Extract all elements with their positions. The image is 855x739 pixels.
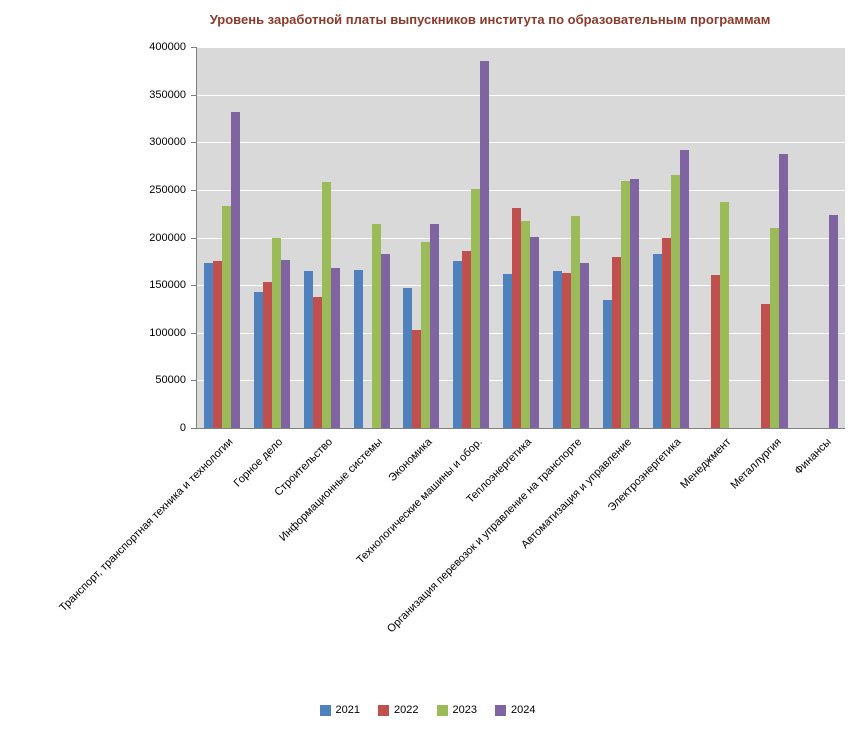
bar-2023-11 — [770, 228, 780, 428]
bar-2024-1 — [280, 260, 290, 428]
legend-swatch-2024 — [494, 704, 506, 716]
legend-label-2022: 2022 — [394, 704, 419, 716]
bar-2021-8 — [602, 300, 612, 428]
legend-item-2023: 2023 — [436, 704, 477, 716]
bar-2024-8 — [629, 179, 639, 428]
legend: 2021 2022 2023 2024 — [0, 704, 855, 716]
bar-2022-5 — [462, 250, 472, 428]
bar-2022-4 — [412, 329, 422, 428]
y-axis-label-250000: 250000 — [149, 184, 186, 196]
bar-2024-6 — [530, 236, 539, 428]
bar-2024-5 — [480, 61, 490, 428]
y-axis-label-100000: 100000 — [149, 327, 186, 339]
y-axis-tick — [191, 95, 196, 96]
gridline-300000 — [197, 142, 845, 143]
plot-area — [197, 47, 845, 428]
bar-2022-0 — [212, 261, 222, 428]
bar-2022-1 — [262, 282, 272, 428]
y-axis-label-200000: 200000 — [149, 232, 186, 244]
gridline-400000 — [197, 47, 845, 48]
bar-2021-4 — [403, 288, 413, 428]
legend-item-2024: 2024 — [494, 704, 536, 716]
y-axis-tick — [191, 142, 196, 143]
x-axis-label-11: Металлургия — [728, 436, 784, 492]
bar-2023-0 — [221, 206, 231, 428]
legend-swatch-2022 — [378, 704, 390, 716]
x-axis-label-1: Горное дело — [231, 436, 286, 490]
bar-2023-3 — [371, 224, 381, 428]
legend-item-2022: 2022 — [378, 704, 419, 716]
bar-2023-9 — [670, 174, 680, 428]
legend-label-2024: 2024 — [510, 704, 536, 716]
y-axis-tick — [191, 190, 196, 191]
bar-2021-6 — [503, 273, 512, 428]
bar-2024-12 — [829, 214, 839, 428]
legend-swatch-2023 — [436, 704, 448, 716]
y-axis-tick — [191, 333, 196, 334]
bar-2021-2 — [303, 270, 313, 428]
bar-2021-7 — [552, 270, 562, 428]
bar-2023-5 — [471, 188, 481, 428]
bar-2021-9 — [652, 253, 662, 428]
x-axis-line — [196, 428, 845, 429]
x-axis-label-0: Транспорт, транспортная техника и технол… — [57, 436, 236, 615]
bar-2021-1 — [253, 291, 263, 428]
x-axis-label-10: Менеджмент — [678, 436, 734, 492]
x-axis-label-4: Экономика — [386, 436, 435, 485]
bar-2023-2 — [321, 182, 331, 428]
y-axis-tick — [191, 428, 196, 429]
bar-2023-4 — [421, 242, 431, 428]
bar-2023-6 — [521, 221, 530, 428]
bar-2024-11 — [779, 153, 789, 428]
gridline-350000 — [197, 95, 845, 96]
y-axis-tick — [191, 285, 196, 286]
y-axis-label-0: 0 — [179, 422, 186, 434]
chart-title: Уровень заработной платы выпускников инс… — [209, 12, 771, 27]
legend-label-2023: 2023 — [452, 704, 477, 716]
bar-2023-8 — [620, 181, 630, 428]
bar-2023-7 — [570, 215, 580, 428]
bar-2021-0 — [203, 263, 213, 428]
bar-2024-4 — [430, 224, 440, 428]
bar-2022-6 — [512, 208, 521, 428]
y-axis-tick — [191, 238, 196, 239]
legend-item-2021: 2021 — [319, 704, 361, 716]
bar-2024-7 — [579, 263, 589, 428]
y-axis-tick — [191, 47, 196, 48]
y-axis-line — [196, 47, 197, 429]
gridline-250000 — [197, 190, 845, 191]
x-axis-label-12: Финансы — [792, 436, 834, 478]
bar-2022-11 — [761, 304, 771, 428]
bar-2021-3 — [353, 269, 363, 428]
bar-2022-2 — [312, 296, 322, 428]
bar-2023-10 — [720, 202, 730, 428]
y-axis-label-350000: 350000 — [149, 89, 186, 101]
legend-label-2021: 2021 — [335, 704, 361, 716]
x-axis-label-7: Организация перевозок и управление на тр… — [385, 436, 585, 636]
bar-2022-7 — [561, 272, 571, 428]
bar-2024-0 — [230, 111, 240, 428]
bar-2024-2 — [330, 268, 340, 428]
y-axis-label-300000: 300000 — [149, 136, 186, 148]
bar-2022-8 — [611, 256, 621, 428]
legend-swatch-2021 — [319, 704, 331, 716]
y-axis-label-50000: 50000 — [155, 374, 186, 386]
y-axis-tick — [191, 380, 196, 381]
y-axis-label-400000: 400000 — [149, 41, 186, 53]
bar-2022-9 — [661, 237, 671, 428]
x-axis-label-3: Информационные системы — [277, 436, 385, 544]
bar-2023-1 — [271, 237, 281, 428]
bar-2022-10 — [711, 274, 721, 428]
bar-2021-5 — [453, 261, 463, 428]
bar-2024-3 — [380, 253, 390, 428]
y-axis-label-150000: 150000 — [149, 279, 186, 291]
bar-2024-9 — [679, 149, 689, 428]
